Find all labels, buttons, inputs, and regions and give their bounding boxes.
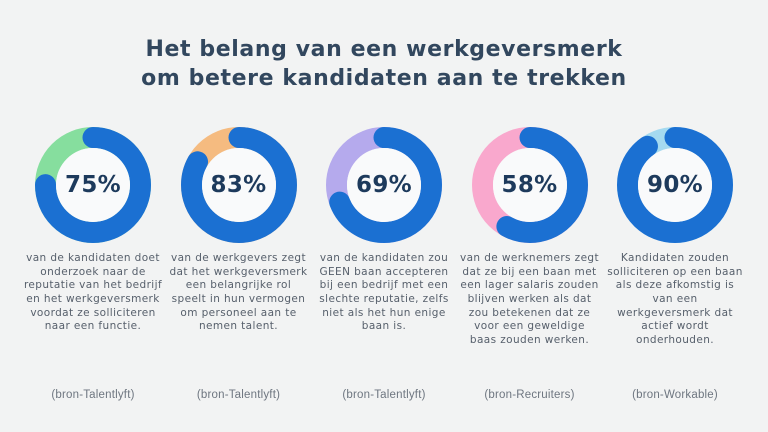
donut-value-arc	[180, 127, 297, 243]
percent-label: 75%	[65, 172, 121, 198]
donut-hole	[201, 148, 276, 222]
donut-hole	[56, 148, 130, 222]
donut-value-arc	[326, 127, 442, 243]
percent-label: 90%	[647, 172, 703, 198]
stat-source: (bron-Talentlyft)	[196, 389, 281, 401]
stat-source: (bron-Talentlyft)	[342, 389, 426, 401]
page-title: Het belang van een werkgeversmerk om bet…	[141, 36, 627, 93]
stat-source: (bron-Recruiters)	[484, 389, 575, 401]
donut-hole	[638, 148, 712, 222]
donut-chart-69: 69%	[326, 127, 442, 243]
donut-svg	[617, 127, 733, 243]
donut-chart-58: 58%	[471, 127, 588, 243]
stat-description: van de kandidaten doet onderzoek naar de…	[23, 252, 163, 333]
page-title-line1: Het belang van een werkgeversmerk	[145, 37, 623, 62]
donut-value-arc	[35, 127, 151, 243]
stat-source: (bron-Workable)	[632, 389, 718, 401]
page-title-line2: om betere kandidaten aan te trekken	[141, 65, 627, 91]
stat-description: Kandidaten zouden solliciteren op een ba…	[605, 252, 745, 347]
donut-value-arc	[471, 127, 588, 243]
donut-svg	[471, 127, 588, 243]
donut-svg	[35, 127, 151, 243]
stat-column-90: 90% Kandidaten zouden solliciteren op ee…	[604, 127, 746, 411]
donut-svg	[180, 127, 297, 243]
stat-description: van de werkgevers zegt dat het werkgever…	[169, 252, 308, 333]
donut-chart-75: 75%	[35, 127, 151, 243]
stat-column-83: 83% van de werkgevers zegt dat het werkg…	[168, 127, 310, 411]
percent-label: 69%	[356, 172, 412, 198]
stat-source: (bron-Talentlyft)	[51, 389, 135, 401]
percent-label: 58%	[501, 172, 558, 198]
percent-label: 83%	[210, 172, 267, 198]
donut-hole	[492, 148, 567, 222]
donut-chart-83: 83%	[180, 127, 297, 243]
stat-description: van de kandidaten zou GEEN baan accepter…	[314, 252, 454, 334]
donut-chart-90: 90%	[617, 127, 733, 243]
donut-value-arc	[617, 127, 733, 243]
stats-row: 75% van de kandidaten doet onderzoek naa…	[0, 127, 768, 411]
stat-column-58: 58% van de werknemers zegt dat ze bij ee…	[459, 127, 601, 411]
stat-description: van de werknemers zegt dat ze bij een ba…	[459, 252, 600, 346]
stat-column-75: 75% van de kandidaten doet onderzoek naa…	[22, 127, 164, 411]
donut-hole	[347, 148, 421, 222]
donut-svg	[326, 127, 442, 243]
stat-column-69: 69% van de kandidaten zou GEEN baan acce…	[313, 127, 455, 411]
title-block: Het belang van een werkgeversmerk om bet…	[0, 0, 768, 93]
